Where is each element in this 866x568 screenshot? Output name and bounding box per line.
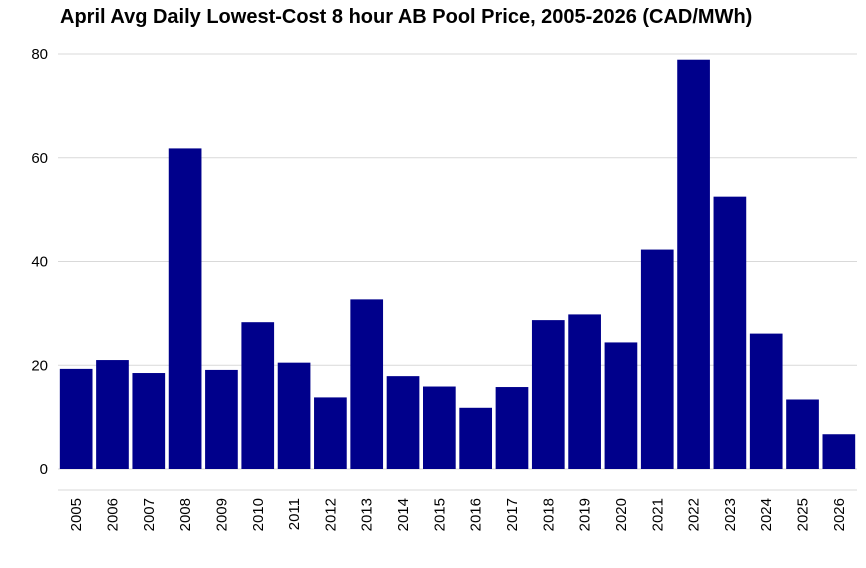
- x-tick-label: 2022: [686, 498, 703, 531]
- x-tick-label: 2012: [322, 498, 339, 531]
- x-tick-label: 2006: [104, 498, 121, 531]
- x-tick-label: 2005: [68, 498, 85, 531]
- x-tick-label: 2016: [468, 498, 485, 531]
- bar-2018: [531, 320, 565, 469]
- bar-2022: [677, 59, 710, 470]
- chart-title: April Avg Daily Lowest-Cost 8 hour AB Po…: [60, 6, 753, 28]
- bar-2007: [132, 373, 166, 469]
- bar-2013: [350, 299, 384, 469]
- bar-2010: [241, 322, 275, 469]
- bar-2008: [168, 148, 202, 469]
- bar-2009: [205, 369, 238, 469]
- bar-2019: [568, 314, 601, 469]
- y-tick-label: 40: [31, 254, 48, 271]
- x-tick-label: 2021: [649, 498, 666, 531]
- x-tick-label: 2010: [250, 498, 267, 531]
- x-tick-label: 2024: [758, 498, 775, 531]
- bars: [59, 59, 856, 470]
- x-tick-label: 2007: [141, 498, 158, 531]
- bar-2025: [786, 399, 819, 469]
- y-tick-label: 0: [40, 461, 48, 478]
- x-tick-label: 2014: [395, 498, 412, 531]
- y-axis-ticks: 0 20 40 60 80: [31, 46, 48, 478]
- x-tick-label: 2019: [577, 498, 594, 531]
- bar-2005: [59, 368, 93, 469]
- bar-2016: [459, 407, 493, 469]
- x-tick-label: 2015: [431, 498, 448, 531]
- bar-2017: [495, 387, 529, 469]
- bar-2026: [822, 434, 856, 469]
- x-tick-label: 2009: [213, 498, 230, 531]
- bar-2015: [423, 386, 456, 469]
- x-tick-label: 2011: [286, 498, 303, 530]
- bar-2012: [314, 397, 347, 469]
- bar-2011: [277, 362, 311, 469]
- x-tick-label: 2017: [504, 498, 521, 531]
- bar-2006: [96, 360, 129, 469]
- x-tick-label: 2020: [613, 498, 630, 531]
- x-tick-label: 2025: [795, 498, 812, 531]
- y-tick-label: 80: [31, 46, 48, 63]
- bar-2023: [713, 196, 747, 469]
- x-tick-label: 2008: [177, 498, 194, 531]
- x-tick-label: 2018: [540, 498, 557, 531]
- y-tick-label: 20: [31, 357, 48, 374]
- x-tick-label: 2026: [831, 498, 848, 531]
- bar-2014: [386, 376, 420, 469]
- x-axis-ticks: 2005 2006 2007 2008 2009 2010 2011 2012 2013 2014…: [68, 498, 848, 531]
- bar-2021: [640, 249, 674, 469]
- bar-2024: [749, 333, 783, 469]
- x-tick-label: 2013: [359, 498, 376, 531]
- x-tick-label: 2023: [722, 498, 739, 531]
- y-tick-label: 60: [31, 150, 48, 167]
- bar-2020: [604, 342, 638, 469]
